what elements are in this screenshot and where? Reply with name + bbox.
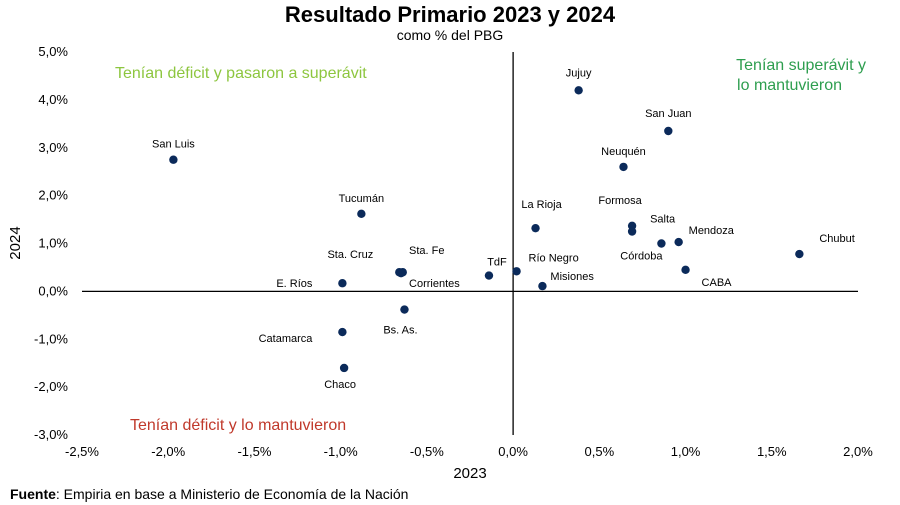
y-tick-label-1: 4,0%: [38, 92, 68, 107]
y-tick-label-4: 1,0%: [38, 236, 68, 251]
point-4: [357, 209, 366, 219]
x-tick-label-2: -1,5%: [237, 444, 271, 459]
point-label-19: Bs. As.: [383, 325, 417, 337]
x-tick-label-7: 1,0%: [671, 444, 701, 459]
y-tick-label-6: -1,0%: [34, 331, 68, 346]
point-1: [664, 126, 673, 136]
point-21: [339, 363, 349, 373]
y-tick-label-8: -3,0%: [34, 427, 68, 442]
point-label-20: Catamarca: [259, 333, 314, 345]
point-label-13: Sta. Fe: [409, 245, 444, 257]
x-tick-label-3: -1,0%: [324, 444, 358, 459]
point-9: [657, 239, 666, 248]
point-18: [538, 281, 547, 291]
chart-title: Resultado Primario 2023 y 2024: [284, 2, 616, 27]
point-label-14: Corrientes: [409, 278, 460, 290]
quadrant-label-1: Tenían superávit y: [736, 57, 866, 74]
point-label-4: Tucumán: [339, 193, 384, 205]
point-6: [627, 221, 637, 230]
scatter-chart: -2,5% -2,0% -1,5% -1,0% -0,5% 0,0% 0,5% 1,0% 1,5…: [7, 44, 873, 482]
x-axis-title: 2023: [453, 465, 486, 482]
y-axis-title: 2024: [7, 226, 24, 259]
quadrant-label-2: lo mantuvieron: [737, 77, 842, 94]
point-label-17: Río Negro: [529, 252, 579, 264]
x-tick-label-8: 1,5%: [757, 444, 787, 459]
point-5: [531, 223, 540, 233]
point-label-3: San Luis: [152, 139, 195, 151]
point-label-16: TdF: [487, 257, 507, 269]
point-0: [574, 86, 583, 95]
point-10: [795, 249, 804, 259]
y-tick-label-2: 3,0%: [38, 140, 68, 155]
x-tick-label-4: -0,5%: [410, 444, 444, 459]
point-3: [169, 155, 178, 164]
point-2: [619, 162, 628, 172]
point-7: [627, 227, 637, 236]
source-text: Empiria en base a Ministerio de Economía…: [63, 486, 409, 502]
point-16: [484, 271, 494, 280]
x-tick-label-1: -2,0%: [151, 444, 185, 459]
point-20: [338, 327, 347, 337]
source-colon: :: [55, 486, 64, 502]
point-label-18: Misiones: [550, 271, 594, 283]
point-label-12: Sta. Cruz: [327, 249, 373, 261]
source-label: Fuente: [10, 486, 56, 502]
point-15: [338, 279, 347, 288]
point-label-11: CABA: [702, 277, 733, 289]
source-note: Fuente: Empiria en base a Ministerio de …: [10, 486, 408, 502]
y-tick-label-7: -2,0%: [34, 379, 68, 394]
point-label-2: Neuquén: [601, 146, 646, 158]
y-tick-label-3: 2,0%: [38, 188, 68, 203]
x-tick-label-6: 0,5%: [585, 444, 615, 459]
x-tick-label-9: 2,0%: [843, 444, 873, 459]
point-label-9: Córdoba: [620, 251, 663, 263]
y-tick-label-5: 0,0%: [38, 283, 68, 298]
point-label-5: La Rioja: [521, 199, 562, 211]
point-label-21: Chaco: [324, 379, 356, 391]
point-label-6: Formosa: [598, 195, 642, 207]
point-8: [674, 237, 683, 247]
point-14: [396, 268, 406, 278]
point-label-8: Mendoza: [689, 225, 735, 237]
point-label-0: Jujuy: [566, 67, 592, 79]
x-tick-label-5: 0,0%: [498, 444, 528, 459]
point-label-7: Salta: [650, 214, 676, 226]
quadrant-label-3: Tenían déficit y lo mantuvieron: [130, 417, 346, 434]
point-19: [400, 305, 409, 314]
x-tick-label-0: -2,5%: [65, 444, 99, 459]
y-tick-label-0: 5,0%: [38, 44, 68, 59]
point-11: [681, 265, 690, 275]
quadrant-label-0: Tenían déficit y pasaron a superávit: [115, 65, 367, 82]
chart-subtitle: como % del PBG: [396, 27, 504, 43]
point-17: [512, 267, 521, 276]
point-label-1: San Juan: [645, 108, 691, 120]
point-label-10: Chubut: [819, 233, 854, 245]
point-label-15: E. Ríos: [276, 278, 313, 290]
